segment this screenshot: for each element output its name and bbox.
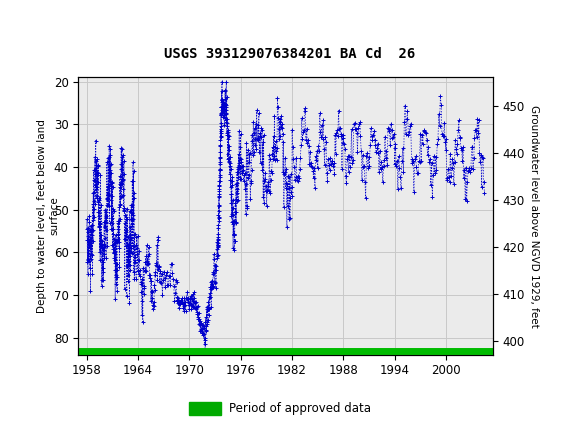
Text: ≡USGS: ≡USGS: [10, 13, 69, 32]
Text: USGS 393129076384201 BA Cd  26: USGS 393129076384201 BA Cd 26: [164, 47, 416, 61]
Text: Period of approved data: Period of approved data: [229, 402, 371, 415]
Bar: [188, 402, 221, 415]
Y-axis label: Groundwater level above NGVD 1929, feet: Groundwater level above NGVD 1929, feet: [529, 104, 539, 328]
Y-axis label: Depth to water level, feet below land
surface: Depth to water level, feet below land su…: [37, 119, 59, 313]
